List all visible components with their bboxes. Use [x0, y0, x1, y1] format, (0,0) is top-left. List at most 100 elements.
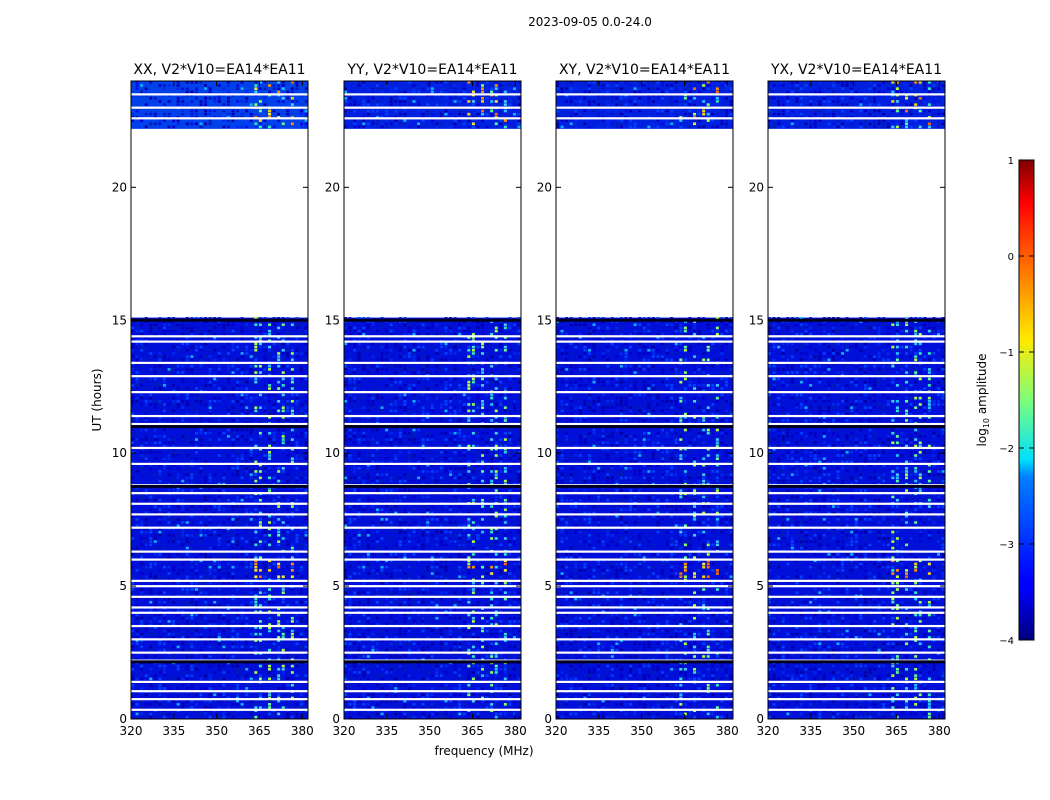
pixel: [158, 438, 162, 441]
pixel: [513, 451, 517, 454]
pixel: [394, 636, 398, 639]
pixel: [430, 470, 434, 473]
pixel: [231, 629, 235, 633]
pixel: [508, 623, 512, 626]
pixel: [290, 103, 294, 106]
pixel: [185, 677, 189, 681]
pixel: [371, 639, 375, 642]
pixel: [204, 489, 208, 492]
pixel: [290, 444, 294, 448]
pixel: [263, 348, 267, 352]
pixel: [268, 336, 272, 339]
pixel: [453, 441, 457, 445]
pixel: [131, 508, 134, 512]
pixel: [300, 600, 304, 604]
pixel: [398, 431, 402, 435]
pixel: [444, 540, 448, 543]
pixel: [286, 333, 290, 336]
pixel: [485, 435, 489, 438]
pixel: [467, 572, 471, 575]
pixel: [295, 508, 299, 512]
pixel: [435, 460, 439, 464]
pixel: [231, 687, 235, 690]
pixel: [245, 460, 249, 464]
pixel: [181, 677, 185, 681]
pixel: [494, 715, 498, 719]
pixel: [254, 409, 258, 413]
pixel: [153, 368, 157, 371]
pixel: [304, 431, 308, 435]
pixel: [140, 380, 144, 384]
pixel: [254, 671, 258, 674]
pixel: [458, 428, 462, 432]
pixel: [158, 352, 162, 355]
pixel: [213, 447, 217, 451]
pixel: [222, 470, 226, 473]
pixel: [277, 495, 281, 499]
pixel: [131, 620, 134, 623]
pixel: [144, 604, 148, 607]
pixel: [508, 565, 512, 569]
pixel: [277, 352, 281, 355]
pixel: [144, 409, 148, 413]
pixel: [421, 664, 425, 668]
pixel: [290, 588, 294, 591]
pixel: [281, 323, 285, 327]
pixel: [481, 438, 485, 441]
pixel: [208, 613, 212, 617]
pixel: [357, 712, 361, 716]
pixel: [258, 569, 262, 572]
pixel: [254, 648, 258, 652]
pixel: [185, 600, 189, 604]
pixel: [131, 444, 134, 448]
pixel: [272, 588, 276, 591]
pixel: [222, 508, 226, 512]
pixel: [268, 693, 272, 697]
pixel: [295, 393, 299, 397]
pixel: [268, 466, 272, 470]
pixel: [149, 508, 153, 512]
pixel: [254, 103, 258, 106]
pixel: [254, 473, 258, 476]
pixel: [503, 431, 507, 435]
pixel: [371, 530, 375, 534]
pixel: [254, 380, 258, 384]
pixel: [158, 511, 162, 515]
pixel: [231, 466, 235, 470]
pixel: [263, 715, 267, 719]
pixel: [231, 329, 235, 333]
pixel: [263, 441, 267, 445]
pixel: [407, 699, 411, 703]
pixel: [458, 642, 462, 646]
pixel: [272, 530, 276, 534]
pixel: [236, 703, 240, 706]
pixel: [131, 460, 134, 464]
pixel: [245, 575, 249, 579]
pixel: [258, 575, 262, 579]
pixel: [245, 415, 249, 419]
pixel: [366, 537, 370, 540]
pixel: [249, 696, 253, 700]
pixel: [300, 333, 304, 336]
pixel: [263, 572, 267, 575]
pixel: [394, 648, 398, 652]
pixel: [300, 454, 304, 457]
pixel: [476, 699, 480, 703]
pixel: [353, 479, 357, 483]
pixel: [407, 521, 411, 524]
pixel: [144, 712, 148, 716]
pixel: [503, 712, 507, 716]
pixel: [268, 438, 272, 441]
pixel: [366, 556, 370, 559]
pixel: [277, 712, 281, 716]
pixel: [277, 476, 281, 480]
pixel: [375, 454, 379, 457]
pixel: [263, 677, 267, 681]
pixel: [213, 715, 217, 719]
pixel: [439, 498, 443, 502]
pixel: [149, 454, 153, 457]
pixel: [366, 600, 370, 604]
pixel: [394, 553, 398, 556]
pixel: [254, 384, 258, 387]
pixel: [462, 470, 466, 473]
